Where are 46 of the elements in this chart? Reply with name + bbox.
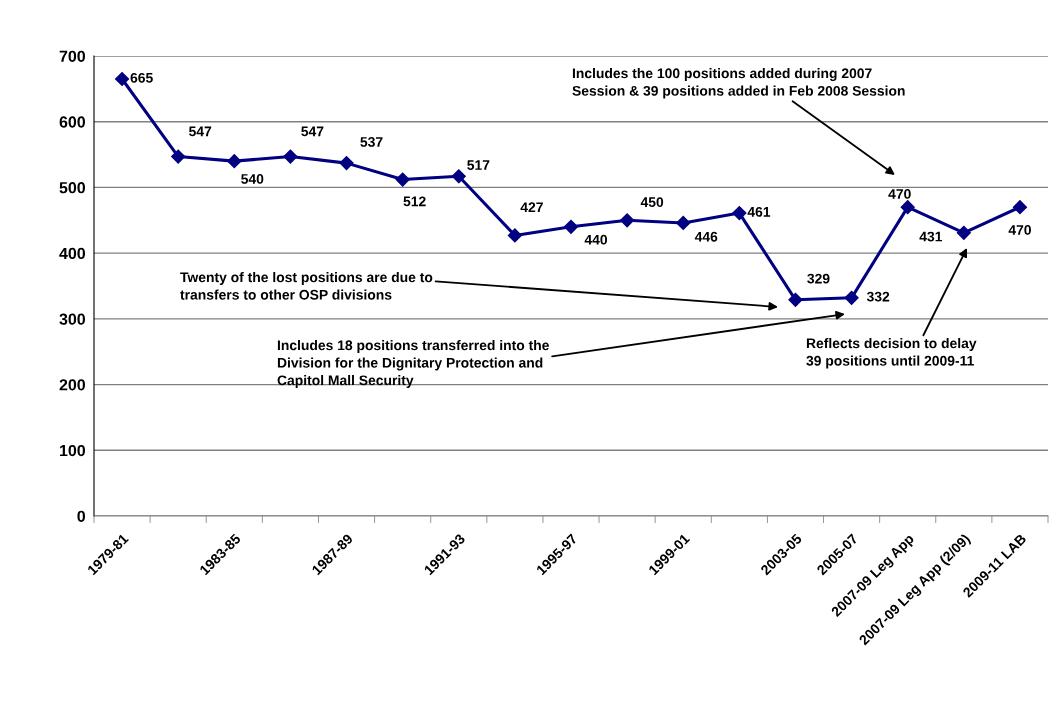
point: [507, 228, 522, 243]
y-tick-label: 500: [59, 182, 86, 194]
annotation: Reflects decision to delay 39 positions until 2009-11: [806, 338, 977, 369]
annotation: Includes 18 positions transferred into the Division for the Dignitary Protection and Capitol Mall Security: [277, 340, 549, 388]
point: [620, 213, 635, 228]
data-label: 332: [866, 291, 890, 302]
data-label: 440: [584, 234, 608, 245]
point: [283, 149, 298, 164]
point: [956, 225, 971, 240]
data-label: 537: [360, 137, 383, 147]
data-label: 329: [807, 273, 830, 284]
point: [900, 200, 915, 215]
data-label: 517: [467, 160, 490, 170]
data-label: 450: [640, 197, 664, 208]
y-tick-label: 200: [59, 379, 86, 391]
point: [1012, 200, 1028, 215]
data-label: 470: [1008, 225, 1031, 235]
point: [563, 219, 579, 234]
data-label: 461: [747, 206, 771, 217]
point: [451, 169, 466, 184]
point: [227, 154, 242, 169]
data-label: 547: [301, 126, 324, 137]
data-label: 540: [241, 174, 264, 184]
point: [732, 205, 747, 221]
data-label: 665: [130, 72, 153, 83]
y-tick-label: 400: [59, 247, 86, 260]
point: [339, 156, 354, 171]
data-label: 427: [520, 202, 543, 212]
annotation: Includes the 100 positions added during 2007 Session & 39 positions added in Feb 2008 Session: [572, 68, 905, 99]
data-label: 446: [694, 231, 718, 242]
point: [788, 292, 803, 307]
data-label: 547: [189, 126, 212, 137]
annotation: Twenty of the lost positions are due to transfers to other OSP divisions: [180, 272, 433, 300]
y-tick-label: 0: [77, 510, 86, 522]
point: [844, 290, 859, 305]
data-label: 431: [919, 231, 943, 242]
point: [114, 71, 130, 87]
data-label: 470: [888, 189, 911, 199]
y-tick-label: 700: [59, 50, 86, 62]
point: [171, 149, 186, 164]
data-label: 512: [403, 196, 426, 207]
y-tick-label: 300: [59, 313, 86, 325]
y-tick-label: 100: [60, 444, 86, 457]
y-tick-label: 600: [59, 116, 86, 128]
point: [395, 172, 410, 187]
point: [676, 215, 691, 230]
